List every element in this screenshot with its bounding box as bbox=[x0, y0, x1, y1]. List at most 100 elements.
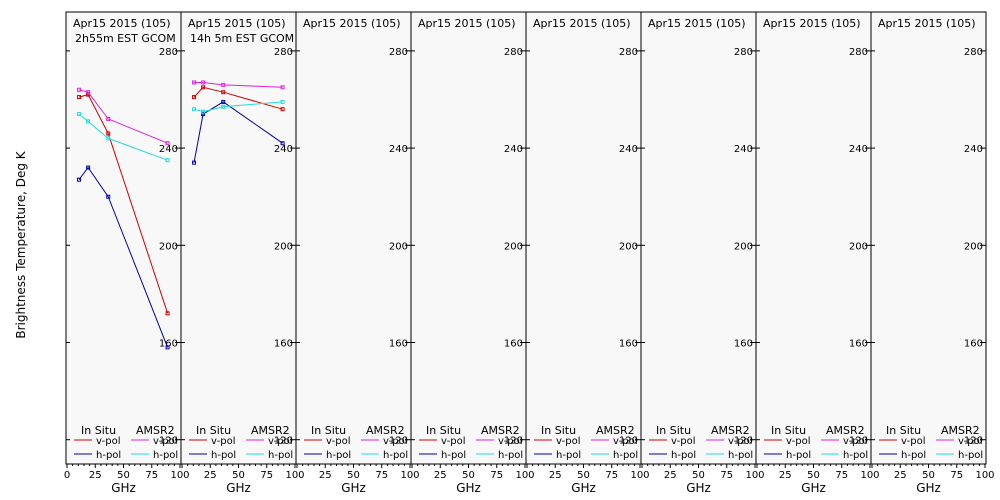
legend-entry-label: v-pol bbox=[153, 436, 178, 447]
legend-entry-label: h-pol bbox=[441, 450, 466, 461]
x-tick-label: 75 bbox=[145, 470, 158, 481]
data-point bbox=[221, 104, 226, 109]
legend-entry-label: h-pol bbox=[153, 450, 178, 461]
data-point bbox=[221, 82, 226, 87]
legend-entry-label: h-pol bbox=[498, 450, 523, 461]
data-point bbox=[77, 95, 82, 100]
panel-subtitle: 2h55m EST GCOM bbox=[75, 32, 176, 45]
panel-plot-area bbox=[641, 12, 756, 464]
y-tick-label: 160 bbox=[504, 338, 523, 349]
data-point bbox=[165, 141, 170, 146]
data-point bbox=[192, 107, 197, 112]
data-point bbox=[280, 85, 285, 90]
data-point bbox=[221, 99, 226, 104]
legend-title-insitu: In Situ bbox=[311, 424, 346, 437]
series-line bbox=[193, 101, 283, 163]
legend-entry-label: v-pol bbox=[383, 436, 408, 447]
data-point bbox=[201, 112, 206, 117]
y-tick-label: 120 bbox=[389, 436, 408, 447]
y-tick-label: 120 bbox=[734, 436, 753, 447]
y-tick-label: 240 bbox=[504, 144, 523, 155]
y-tick-label: 120 bbox=[849, 436, 868, 447]
legend-title-insitu: In Situ bbox=[426, 424, 461, 437]
legend-entry-label: v-pol bbox=[613, 436, 638, 447]
data-point bbox=[165, 345, 170, 350]
x-tick-label: 50 bbox=[347, 470, 360, 481]
legend-entry-label: h-pol bbox=[96, 450, 121, 461]
data-point bbox=[77, 87, 82, 92]
data-point bbox=[201, 80, 206, 85]
data-point bbox=[86, 90, 91, 95]
legend-title-amsr2: AMSR2 bbox=[251, 424, 290, 437]
x-tick-label: 50 bbox=[692, 470, 705, 481]
x-tick-label: 50 bbox=[577, 470, 590, 481]
y-tick-label: 280 bbox=[389, 47, 408, 58]
legend-title-amsr2: AMSR2 bbox=[481, 424, 520, 437]
y-tick-label: 280 bbox=[964, 47, 983, 58]
legend-entry-label: v-pol bbox=[268, 436, 293, 447]
data-point bbox=[86, 165, 91, 170]
panel-subtitle: 14h 5m EST GCOM bbox=[190, 32, 294, 45]
data-point bbox=[106, 116, 111, 121]
y-tick-label: 240 bbox=[389, 144, 408, 155]
panel-plot-area bbox=[756, 12, 871, 464]
x-tick-label: 75 bbox=[375, 470, 388, 481]
legend-title-insitu: In Situ bbox=[771, 424, 806, 437]
data-point bbox=[201, 109, 206, 114]
panel-7: Apr15 2015 (105) 120 160 200 240 280 25 50 75 100… bbox=[755, 11, 880, 495]
legend-entry-label: v-pol bbox=[96, 436, 121, 447]
x-tick-label: 50 bbox=[232, 470, 245, 481]
panel-title: Apr15 2015 (105) bbox=[878, 17, 976, 30]
y-tick-label: 280 bbox=[274, 47, 293, 58]
data-point bbox=[77, 112, 82, 117]
x-tick-label: 100 bbox=[860, 470, 879, 481]
legend-entry-label: v-pol bbox=[326, 436, 351, 447]
x-tick-label: 50 bbox=[462, 470, 475, 481]
x-tick-label: 25 bbox=[319, 470, 332, 481]
data-point bbox=[280, 141, 285, 146]
panel-2: Apr15 2015 (105) 14h 5m EST GCOM 120 160 200… bbox=[180, 11, 305, 495]
panel-4: Apr15 2015 (105) 120 160 200 240 280 25 50 75 100… bbox=[410, 11, 535, 495]
x-tick-label: 75 bbox=[605, 470, 618, 481]
x-tick-label: 50 bbox=[807, 470, 820, 481]
legend-entry-label: h-pol bbox=[671, 450, 696, 461]
data-point bbox=[86, 119, 91, 124]
legend-entry-label: h-pol bbox=[728, 450, 753, 461]
x-axis-label: GHz bbox=[801, 481, 826, 495]
x-tick-label: 75 bbox=[260, 470, 273, 481]
data-point bbox=[165, 311, 170, 316]
y-tick-label: 160 bbox=[159, 338, 178, 349]
y-tick-label: 160 bbox=[734, 338, 753, 349]
data-point bbox=[221, 90, 226, 95]
panel-plot-area bbox=[871, 12, 986, 464]
legend-title-amsr2: AMSR2 bbox=[941, 424, 980, 437]
y-tick-label: 160 bbox=[849, 338, 868, 349]
x-axis-label: GHz bbox=[456, 481, 481, 495]
y-tick-label: 240 bbox=[619, 144, 638, 155]
series-line bbox=[193, 101, 283, 113]
legend-entry-label: v-pol bbox=[441, 436, 466, 447]
y-tick-label: 120 bbox=[964, 436, 983, 447]
x-axis-label: GHz bbox=[226, 481, 251, 495]
legend-title-insitu: In Situ bbox=[541, 424, 576, 437]
y-tick-label: 280 bbox=[619, 47, 638, 58]
legend-title-amsr2: AMSR2 bbox=[366, 424, 405, 437]
legend-entry-label: v-pol bbox=[498, 436, 523, 447]
legend-entry-label: v-pol bbox=[671, 436, 696, 447]
legend-entry-label: h-pol bbox=[211, 450, 236, 461]
panel-plot-area bbox=[526, 12, 641, 464]
x-tick-label: 75 bbox=[720, 470, 733, 481]
series-line bbox=[78, 113, 168, 161]
series-line bbox=[194, 82, 283, 88]
panel-title: Apr15 2015 (105) bbox=[648, 17, 746, 30]
y-tick-label: 160 bbox=[389, 338, 408, 349]
data-point bbox=[280, 107, 285, 112]
panel-title: Apr15 2015 (105) bbox=[188, 17, 286, 30]
series-line bbox=[78, 94, 169, 314]
x-tick-label: 75 bbox=[490, 470, 503, 481]
legend-title-amsr2: AMSR2 bbox=[596, 424, 635, 437]
panel-6: Apr15 2015 (105) 120 160 200 240 280 25 50 75 100… bbox=[640, 11, 765, 495]
y-tick-label: 200 bbox=[619, 241, 638, 252]
y-tick-label: 200 bbox=[964, 241, 983, 252]
